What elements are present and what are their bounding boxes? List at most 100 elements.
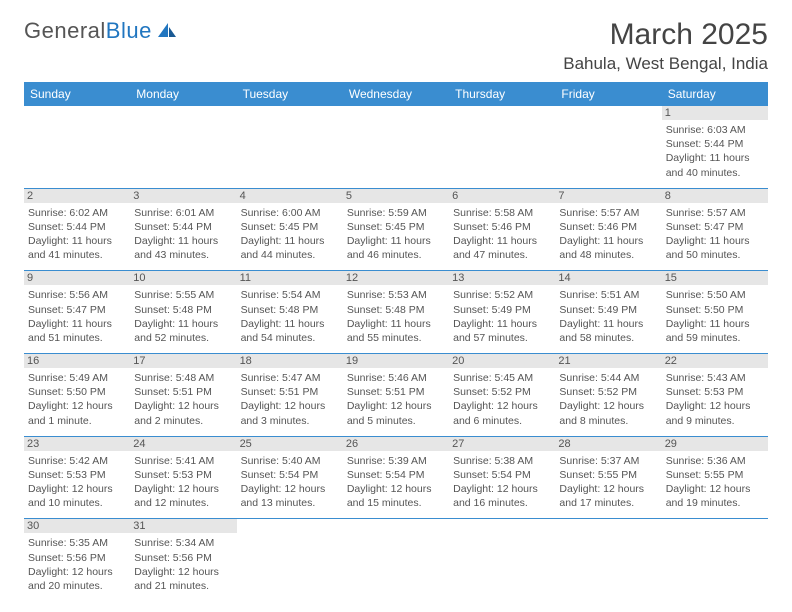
- day-details: Sunrise: 5:48 AMSunset: 5:51 PMDaylight:…: [134, 371, 232, 428]
- day-number: 12: [343, 271, 449, 285]
- day-number: 18: [237, 354, 343, 368]
- day-details: Sunrise: 5:56 AMSunset: 5:47 PMDaylight:…: [28, 288, 126, 345]
- day-number: 5: [343, 189, 449, 203]
- sunrise-text: Sunrise: 5:39 AM: [347, 454, 445, 468]
- sunset-text: Sunset: 5:56 PM: [28, 551, 126, 565]
- sunrise-text: Sunrise: 5:35 AM: [28, 536, 126, 550]
- day-number: 31: [130, 519, 236, 533]
- logo-part2: Blue: [106, 18, 152, 43]
- calendar-day-cell: 3Sunrise: 6:01 AMSunset: 5:44 PMDaylight…: [130, 188, 236, 271]
- day-details: Sunrise: 5:45 AMSunset: 5:52 PMDaylight:…: [453, 371, 551, 428]
- day-number: 29: [662, 437, 768, 451]
- calendar-day-cell: 10Sunrise: 5:55 AMSunset: 5:48 PMDayligh…: [130, 271, 236, 354]
- calendar-day-cell: 18 Sunrise: 5:47 AMSunset: 5:51 PMDayligh…: [237, 354, 343, 437]
- sunset-text: Sunset: 5:48 PM: [241, 303, 339, 317]
- sunset-text: Sunset: 5:44 PM: [28, 220, 126, 234]
- calendar-week: 23Sunrise: 5:42 AMSunset: 5:53 PMDayligh…: [24, 436, 768, 519]
- weekday-header: Thursday: [449, 82, 555, 106]
- calendar-day-cell: 27Sunrise: 5:38 AMSunset: 5:54 PMDayligh…: [449, 436, 555, 519]
- calendar-day-cell: 29Sunrise: 5:36 AMSunset: 5:55 PMDayligh…: [662, 436, 768, 519]
- sunrise-text: Sunrise: 5:46 AM: [347, 371, 445, 385]
- day-number: 9: [24, 271, 130, 285]
- sunset-text: Sunset: 5:49 PM: [453, 303, 551, 317]
- calendar-header-row: SundayMondayTuesdayWednesdayThursdayFrid…: [24, 82, 768, 106]
- day-details: Sunrise: 5:57 AMSunset: 5:46 PMDaylight:…: [559, 206, 657, 263]
- daylight-text: Daylight: 12 hours and 15 minutes.: [347, 482, 445, 510]
- calendar-day-cell: 14Sunrise: 5:51 AMSunset: 5:49 PMDayligh…: [555, 271, 661, 354]
- sunset-text: Sunset: 5:44 PM: [134, 220, 232, 234]
- sunrise-text: Sunrise: 5:44 AM: [559, 371, 657, 385]
- day-number: 17: [130, 354, 236, 368]
- daylight-text: Daylight: 12 hours and 20 minutes.: [28, 565, 126, 593]
- day-number: 11: [237, 271, 343, 285]
- day-details: Sunrise: 5:44 AMSunset: 5:52 PMDaylight:…: [559, 371, 657, 428]
- day-details: Sunrise: 5:57 AMSunset: 5:47 PMDaylight:…: [666, 206, 764, 263]
- daylight-text: Daylight: 12 hours and 1 minute.: [28, 399, 126, 427]
- daylight-text: Daylight: 12 hours and 21 minutes.: [134, 565, 232, 593]
- daylight-text: Daylight: 12 hours and 16 minutes.: [453, 482, 551, 510]
- day-details: Sunrise: 5:50 AMSunset: 5:50 PMDaylight:…: [666, 288, 764, 345]
- weekday-header: Sunday: [24, 82, 130, 106]
- day-details: Sunrise: 5:53 AMSunset: 5:48 PMDaylight:…: [347, 288, 445, 345]
- day-number: 7: [555, 189, 661, 203]
- sunset-text: Sunset: 5:45 PM: [241, 220, 339, 234]
- sunrise-text: Sunrise: 5:48 AM: [134, 371, 232, 385]
- calendar-day-cell: 11Sunrise: 5:54 AMSunset: 5:48 PMDayligh…: [237, 271, 343, 354]
- sunset-text: Sunset: 5:53 PM: [28, 468, 126, 482]
- daylight-text: Daylight: 11 hours and 44 minutes.: [241, 234, 339, 262]
- sunrise-text: Sunrise: 5:55 AM: [134, 288, 232, 302]
- calendar-day-cell: [237, 106, 343, 188]
- day-number: 30: [24, 519, 130, 533]
- calendar-day-cell: [555, 106, 661, 188]
- calendar-day-cell: 25Sunrise: 5:40 AMSunset: 5:54 PMDayligh…: [237, 436, 343, 519]
- day-number: 8: [662, 189, 768, 203]
- sunset-text: Sunset: 5:53 PM: [666, 385, 764, 399]
- calendar-day-cell: [24, 106, 130, 188]
- calendar-day-cell: 30 Sunrise: 5:35 AMSunset: 5:56 PMDayligh…: [24, 519, 130, 601]
- daylight-text: Daylight: 12 hours and 6 minutes.: [453, 399, 551, 427]
- calendar-day-cell: 2Sunrise: 6:02 AMSunset: 5:44 PMDaylight…: [24, 188, 130, 271]
- daylight-text: Daylight: 11 hours and 59 minutes.: [666, 317, 764, 345]
- daylight-text: Daylight: 12 hours and 8 minutes.: [559, 399, 657, 427]
- sunrise-text: Sunrise: 6:03 AM: [666, 123, 764, 137]
- day-number: 25: [237, 437, 343, 451]
- sunrise-text: Sunrise: 6:02 AM: [28, 206, 126, 220]
- calendar-day-cell: 15Sunrise: 5:50 AMSunset: 5:50 PMDayligh…: [662, 271, 768, 354]
- sunrise-text: Sunrise: 5:57 AM: [666, 206, 764, 220]
- day-details: Sunrise: 5:47 AMSunset: 5:51 PMDaylight:…: [241, 371, 339, 428]
- day-details: Sunrise: 5:52 AMSunset: 5:49 PMDaylight:…: [453, 288, 551, 345]
- calendar-day-cell: 16Sunrise: 5:49 AMSunset: 5:50 PMDayligh…: [24, 354, 130, 437]
- daylight-text: Daylight: 11 hours and 40 minutes.: [666, 151, 764, 179]
- calendar-week: 30Sunrise: 5:35 AMSunset: 5:56 PMDayligh…: [24, 519, 768, 601]
- sunrise-text: Sunrise: 5:45 AM: [453, 371, 551, 385]
- daylight-text: Daylight: 12 hours and 13 minutes.: [241, 482, 339, 510]
- day-number: 10: [130, 271, 236, 285]
- sunset-text: Sunset: 5:47 PM: [28, 303, 126, 317]
- sunset-text: Sunset: 5:45 PM: [347, 220, 445, 234]
- day-details: Sunrise: 5:39 AMSunset: 5:54 PMDaylight:…: [347, 454, 445, 511]
- location: Bahula, West Bengal, India: [563, 54, 768, 74]
- calendar-day-cell: 7 Sunrise: 5:57 AMSunset: 5:46 PMDaylight…: [555, 188, 661, 271]
- day-details: Sunrise: 6:03 AMSunset: 5:44 PMDaylight:…: [666, 123, 764, 180]
- day-number: 26: [343, 437, 449, 451]
- sunset-text: Sunset: 5:51 PM: [241, 385, 339, 399]
- calendar-day-cell: 19Sunrise: 5:46 AMSunset: 5:51 PMDayligh…: [343, 354, 449, 437]
- calendar-day-cell: 8 Sunrise: 5:57 AMSunset: 5:47 PMDaylight…: [662, 188, 768, 271]
- calendar-day-cell: 24Sunrise: 5:41 AMSunset: 5:53 PMDayligh…: [130, 436, 236, 519]
- sunset-text: Sunset: 5:54 PM: [453, 468, 551, 482]
- sunset-text: Sunset: 5:44 PM: [666, 137, 764, 151]
- daylight-text: Daylight: 12 hours and 9 minutes.: [666, 399, 764, 427]
- sunrise-text: Sunrise: 5:42 AM: [28, 454, 126, 468]
- calendar-day-cell: 26 Sunrise: 5:39 AMSunset: 5:54 PMDayligh…: [343, 436, 449, 519]
- sunrise-text: Sunrise: 5:34 AM: [134, 536, 232, 550]
- day-details: Sunrise: 5:41 AMSunset: 5:53 PMDaylight:…: [134, 454, 232, 511]
- daylight-text: Daylight: 11 hours and 46 minutes.: [347, 234, 445, 262]
- sunrise-text: Sunrise: 6:00 AM: [241, 206, 339, 220]
- calendar-day-cell: 23Sunrise: 5:42 AMSunset: 5:53 PMDayligh…: [24, 436, 130, 519]
- day-details: Sunrise: 5:51 AMSunset: 5:49 PMDaylight:…: [559, 288, 657, 345]
- day-number: 20: [449, 354, 555, 368]
- daylight-text: Daylight: 11 hours and 58 minutes.: [559, 317, 657, 345]
- daylight-text: Daylight: 11 hours and 41 minutes.: [28, 234, 126, 262]
- sunrise-text: Sunrise: 5:51 AM: [559, 288, 657, 302]
- sunset-text: Sunset: 5:50 PM: [28, 385, 126, 399]
